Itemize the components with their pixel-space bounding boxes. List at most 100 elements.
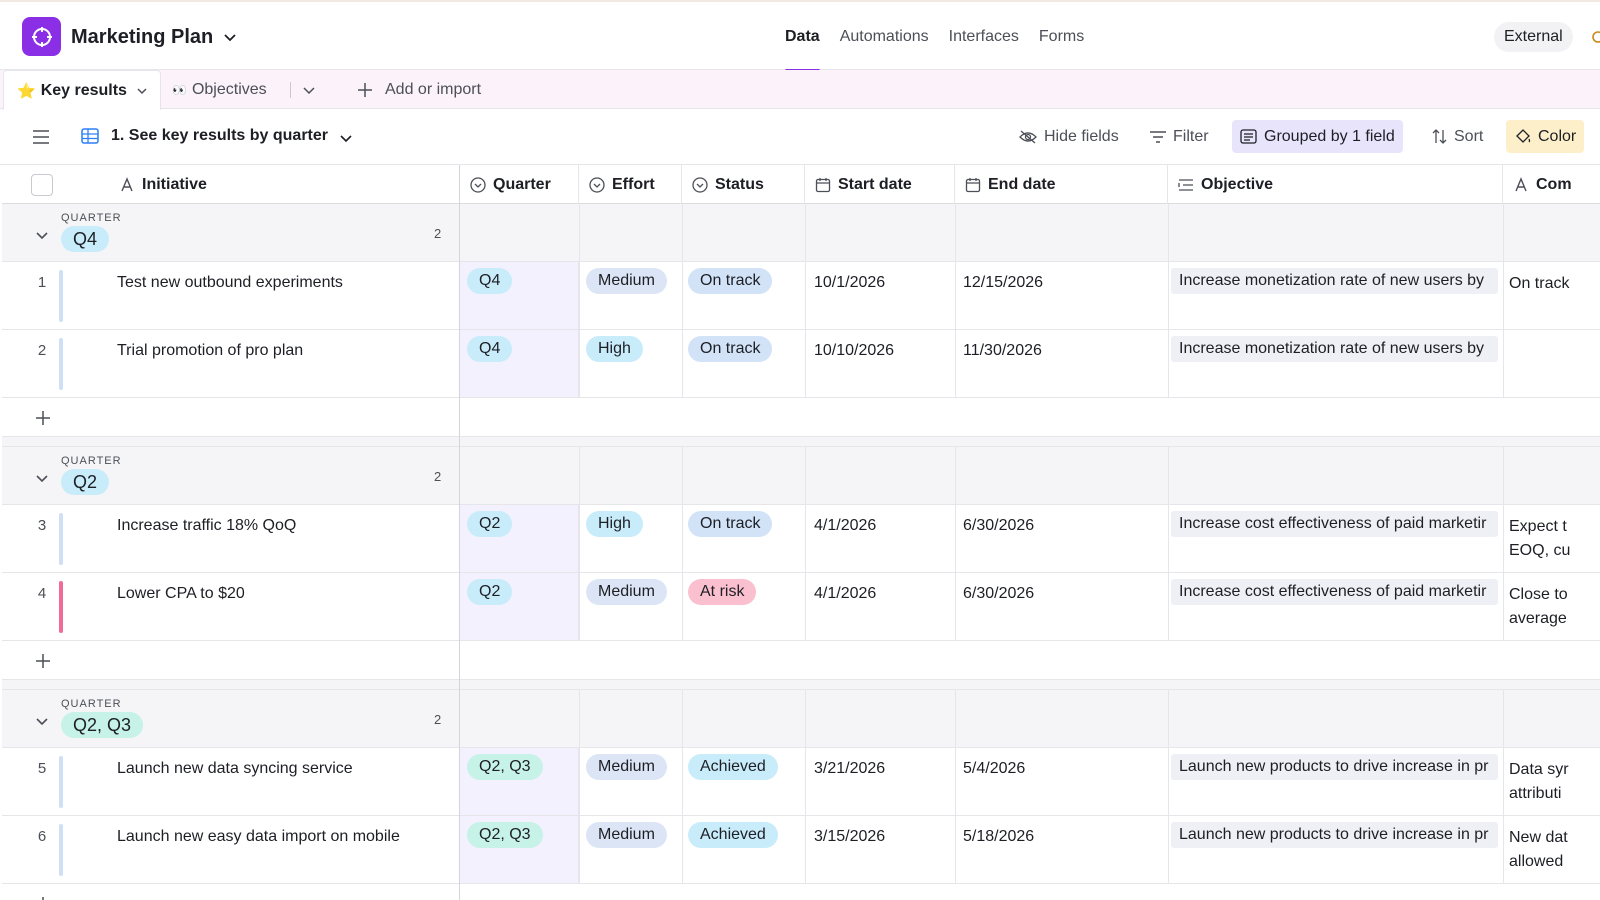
group-header[interactable]: QUARTER Q4 2 <box>2 204 1600 262</box>
view-name[interactable]: 1. See key results by quarter <box>111 127 328 144</box>
chevron-down-icon[interactable] <box>136 85 148 97</box>
table-row[interactable]: 2 Trial promotion of pro plan Q4 High On… <box>2 330 1600 398</box>
single-select-icon <box>692 176 708 193</box>
group-header[interactable]: QUARTER Q2 2 <box>2 447 1600 505</box>
column-header-objective[interactable]: Objective <box>1168 165 1503 204</box>
nav-tab-interfaces[interactable]: Interfaces <box>948 28 1019 45</box>
chevron-down-icon[interactable] <box>35 714 49 728</box>
table-row[interactable]: 4 Lower CPA to $20 Q2 Medium At risk 4/1… <box>2 573 1600 641</box>
color-button[interactable]: Color <box>1506 120 1585 153</box>
chevron-down-icon[interactable] <box>35 228 49 242</box>
hide-fields-button[interactable]: Hide fields <box>1011 120 1127 153</box>
status-pill[interactable]: On track <box>688 268 773 294</box>
menu-icon[interactable] <box>33 130 49 144</box>
add-record-row[interactable] <box>2 398 1600 437</box>
objective-link-chip[interactable]: Launch new products to drive increase in… <box>1171 754 1498 780</box>
effort-pill[interactable]: High <box>586 336 643 362</box>
quarter-cell[interactable]: Q2 <box>459 573 579 640</box>
objective-link-chip[interactable]: Increase monetization rate of new users … <box>1171 268 1498 294</box>
app-title[interactable]: Marketing Plan <box>71 26 214 48</box>
add-record-row[interactable] <box>2 884 1600 900</box>
group-header[interactable]: QUARTER Q2, Q3 2 <box>2 690 1600 748</box>
quarter-cell[interactable]: Q4 <box>459 262 579 329</box>
table-row[interactable]: 1 Test new outbound experiments Q4 Mediu… <box>2 262 1600 330</box>
comment-cell[interactable]: New dat allowed <box>1509 829 1568 870</box>
comment-cell[interactable]: Close to average <box>1509 586 1568 627</box>
comment-cell[interactable]: Expect t EOQ, cu <box>1509 518 1571 559</box>
comment-cell[interactable]: On track <box>1509 275 1570 292</box>
status-pill[interactable]: Achieved <box>688 754 778 780</box>
cell-divider <box>1168 816 1169 883</box>
table-row[interactable]: 5 Launch new data syncing service Q2, Q3… <box>2 748 1600 816</box>
objective-link-chip[interactable]: Launch new products to drive increase in… <box>1171 822 1498 848</box>
quarter-cell[interactable]: Q2, Q3 <box>459 748 579 815</box>
initiative-cell[interactable]: Increase traffic 18% QoQ <box>117 517 297 534</box>
quarter-cell[interactable]: Q2 <box>459 505 579 572</box>
table-tab-objectives[interactable]: 👀 Objectives <box>172 81 267 99</box>
start-date-cell[interactable]: 4/1/2026 <box>814 585 877 602</box>
cell-divider <box>955 816 956 883</box>
history-icon[interactable] <box>1590 29 1600 45</box>
objective-link-chip[interactable]: Increase cost effectiveness of paid mark… <box>1171 579 1498 605</box>
quarter-cell[interactable]: Q4 <box>459 330 579 397</box>
start-date-cell[interactable]: 4/1/2026 <box>814 517 877 534</box>
quarter-cell[interactable]: Q2, Q3 <box>459 816 579 883</box>
end-date-cell[interactable]: 5/18/2026 <box>963 828 1035 845</box>
comment-cell[interactable]: Data syr attributi <box>1509 761 1569 802</box>
start-date-cell[interactable]: 10/10/2026 <box>814 342 895 359</box>
column-header-comment[interactable]: Com <box>1503 165 1600 204</box>
sort-icon <box>1432 129 1447 144</box>
cell-divider <box>579 573 580 640</box>
status-pill[interactable]: At risk <box>688 579 757 605</box>
select-all-checkbox[interactable] <box>31 174 53 196</box>
status-pill[interactable]: On track <box>688 511 773 537</box>
column-header-end-date[interactable]: End date <box>955 165 1168 204</box>
initiative-cell[interactable]: Launch new data syncing service <box>117 760 353 777</box>
initiative-cell[interactable]: Test new outbound experiments <box>117 274 343 291</box>
column-header-effort[interactable]: Effort <box>579 165 682 204</box>
filter-button[interactable]: Filter <box>1142 120 1217 153</box>
start-date-cell[interactable]: 10/1/2026 <box>814 274 886 291</box>
effort-pill[interactable]: Medium <box>586 268 667 294</box>
start-date-cell[interactable]: 3/21/2026 <box>814 760 886 777</box>
cell-divider <box>579 262 580 329</box>
group-button[interactable]: Grouped by 1 field <box>1232 120 1403 153</box>
external-button[interactable]: External <box>1494 22 1573 52</box>
end-date-cell[interactable]: 5/4/2026 <box>963 760 1026 777</box>
chevron-down-icon[interactable] <box>35 471 49 485</box>
table-row[interactable]: 3 Increase traffic 18% QoQ Q2 High On tr… <box>2 505 1600 573</box>
table-tab-key-results[interactable]: ⭐ Key results <box>3 70 161 110</box>
end-date-cell[interactable]: 11/30/2026 <box>963 342 1042 359</box>
add-or-import-button[interactable]: Add or import <box>357 81 481 99</box>
end-date-cell[interactable]: 6/30/2026 <box>963 585 1035 602</box>
status-pill[interactable]: On track <box>688 336 773 362</box>
column-header-start-date[interactable]: Start date <box>805 165 955 204</box>
initiative-cell[interactable]: Launch new easy data import on mobile <box>117 828 400 845</box>
status-pill[interactable]: Achieved <box>688 822 778 848</box>
objective-link-chip[interactable]: Increase monetization rate of new users … <box>1171 336 1498 362</box>
column-header-initiative[interactable]: Initiative <box>109 165 459 204</box>
column-header-status[interactable]: Status <box>682 165 805 204</box>
end-date-cell[interactable]: 6/30/2026 <box>963 517 1035 534</box>
nav-tab-forms[interactable]: Forms <box>1038 28 1085 45</box>
chevron-down-icon[interactable] <box>339 131 353 145</box>
nav-tab-automations[interactable]: Automations <box>839 28 929 45</box>
nav-tab-data[interactable]: Data <box>785 2 820 72</box>
cell-divider <box>682 262 683 329</box>
initiative-cell[interactable]: Trial promotion of pro plan <box>117 342 304 359</box>
column-header-quarter[interactable]: Quarter <box>459 165 579 204</box>
effort-pill[interactable]: High <box>586 511 643 537</box>
effort-pill[interactable]: Medium <box>586 754 667 780</box>
initiative-cell[interactable]: Lower CPA to $20 <box>117 585 245 602</box>
table-row[interactable]: 6 Launch new easy data import on mobile … <box>2 816 1600 884</box>
objective-link-chip[interactable]: Increase cost effectiveness of paid mark… <box>1171 511 1498 537</box>
end-date-cell[interactable]: 12/15/2026 <box>963 274 1044 291</box>
chevron-down-icon[interactable] <box>223 30 237 44</box>
sort-button[interactable]: Sort <box>1424 120 1491 153</box>
start-date-cell[interactable]: 3/15/2026 <box>814 828 886 845</box>
effort-pill[interactable]: Medium <box>586 579 667 605</box>
add-record-row[interactable] <box>2 641 1600 680</box>
effort-pill[interactable]: Medium <box>586 822 667 848</box>
app-logo[interactable] <box>22 17 61 56</box>
chevron-down-icon[interactable] <box>302 83 316 97</box>
